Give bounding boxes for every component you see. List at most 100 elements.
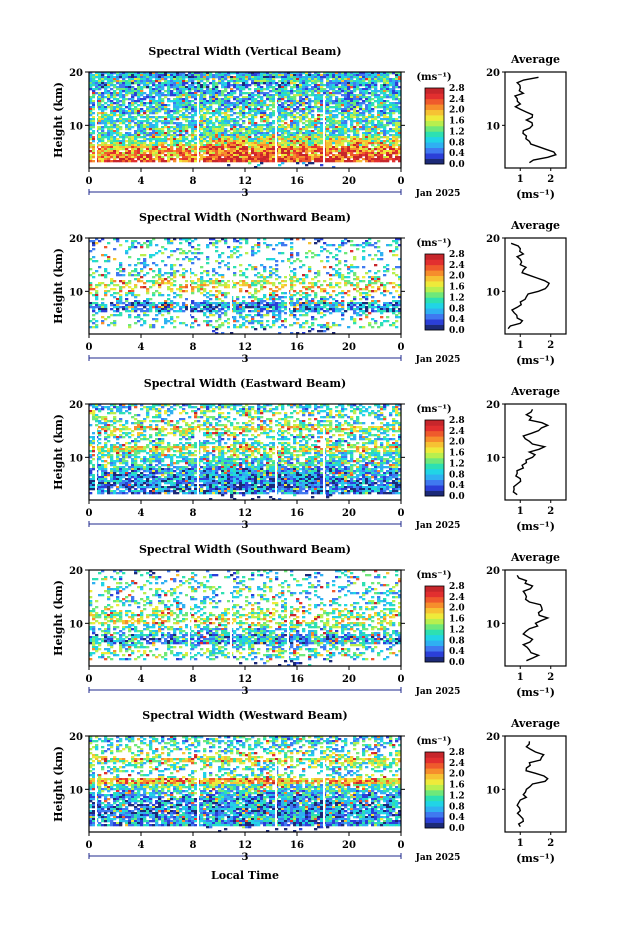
heatmap-cell <box>386 140 389 142</box>
heatmap-cell <box>242 82 245 84</box>
heatmap-cell <box>374 140 377 142</box>
heatmap-cell <box>308 140 311 142</box>
heatmap-cell <box>377 140 380 142</box>
heatmap-cell <box>134 156 137 158</box>
heatmap-cell <box>290 120 293 122</box>
heatmap-cell <box>104 136 107 138</box>
heatmap-cell <box>305 124 308 126</box>
heatmap-cell <box>113 108 116 110</box>
heatmap-cell <box>392 90 395 92</box>
heatmap-cell <box>227 138 230 140</box>
heatmap-cell <box>377 156 380 158</box>
heatmap-cell <box>194 124 197 126</box>
heatmap-cell <box>257 276 260 278</box>
heatmap-cell <box>383 80 386 82</box>
heatmap-cell <box>260 126 263 128</box>
heatmap-cell <box>182 146 185 148</box>
heatmap-cell <box>107 242 110 244</box>
heatmap-cell <box>365 284 368 286</box>
heatmap-cell <box>374 254 377 256</box>
heatmap-cell <box>362 250 365 252</box>
heatmap-cell <box>350 90 353 92</box>
heatmap-cell <box>185 290 188 292</box>
heatmap-cell <box>245 102 248 104</box>
heatmap-cell <box>389 244 392 246</box>
heatmap-cell <box>98 100 101 102</box>
heatmap-cell <box>272 138 275 140</box>
heatmap-cell <box>143 134 146 136</box>
heatmap-cell <box>257 82 260 84</box>
heatmap-cell <box>242 106 245 108</box>
heatmap-cell <box>356 112 359 114</box>
heatmap-cell <box>149 122 152 124</box>
heatmap-cell <box>191 124 194 126</box>
heatmap-cell <box>347 80 350 82</box>
heatmap-cell <box>182 114 185 116</box>
heatmap-cell <box>314 124 317 126</box>
heatmap-cell <box>200 78 203 80</box>
heatmap-cell <box>212 294 215 296</box>
heatmap-cells <box>89 72 401 168</box>
heatmap-cell <box>365 106 368 108</box>
heatmap-cell <box>185 156 188 158</box>
heatmap-cell <box>266 86 269 88</box>
heatmap-cell <box>395 84 398 86</box>
heatmap-cell <box>182 86 185 88</box>
heatmap-cell <box>284 140 287 142</box>
heatmap-cell <box>158 132 161 134</box>
heatmap-cell <box>251 252 254 254</box>
panel-title: Spectral Width (Northward Beam) <box>139 211 351 224</box>
heatmap-cell <box>323 90 326 92</box>
heatmap-cell <box>281 124 284 126</box>
heatmap-cell <box>380 282 383 284</box>
heatmap-cell <box>320 110 323 112</box>
heatmap-cell <box>161 94 164 96</box>
heatmap-cell <box>344 260 347 262</box>
heatmap-cell <box>185 110 188 112</box>
heatmap-cell <box>233 128 236 130</box>
heatmap-cell <box>341 88 344 90</box>
heatmap-cell <box>314 272 317 274</box>
day-label: 3 <box>242 188 249 199</box>
heatmap-cell <box>254 128 257 130</box>
heatmap-cell <box>308 80 311 82</box>
heatmap-cell <box>233 148 236 150</box>
heatmap-cell <box>95 292 98 294</box>
heatmap-cell <box>290 298 293 300</box>
heatmap-cell <box>302 134 305 136</box>
heatmap-cell <box>386 116 389 118</box>
heatmap-cell <box>239 150 242 152</box>
heatmap-cell <box>341 292 344 294</box>
heatmap-cell <box>251 250 254 252</box>
heatmap-cell <box>101 282 104 284</box>
heatmap-cell <box>347 240 350 242</box>
heatmap-cell <box>224 138 227 140</box>
heatmap-cell <box>278 288 281 290</box>
heatmap-cell <box>284 114 287 116</box>
heatmap-cell <box>293 76 296 78</box>
heatmap-cell <box>371 160 374 162</box>
heatmap-cell <box>104 96 107 98</box>
heatmap-cell <box>377 80 380 82</box>
heatmap-cell <box>194 78 197 80</box>
heatmap-cell <box>266 280 269 282</box>
heatmap-cell <box>263 146 266 148</box>
heatmap-cell <box>188 88 191 90</box>
heatmap-cell <box>350 136 353 138</box>
heatmap-cell <box>350 282 353 284</box>
heatmap-cell <box>326 146 329 148</box>
heatmap-cell <box>392 110 395 112</box>
heatmap-cell <box>254 124 257 126</box>
heatmap-cell <box>149 76 152 78</box>
heatmap-cell <box>215 128 218 130</box>
heatmap-cell <box>215 118 218 120</box>
heatmap-cell <box>239 132 242 134</box>
heatmap-cell <box>245 84 248 86</box>
heatmap-cell <box>242 92 245 94</box>
heatmap-cell <box>371 90 374 92</box>
heatmap-cell <box>386 104 389 106</box>
heatmap-cell <box>149 268 152 270</box>
heatmap-cell <box>293 122 296 124</box>
heatmap-cell <box>377 126 380 128</box>
heatmap-cell <box>341 94 344 96</box>
